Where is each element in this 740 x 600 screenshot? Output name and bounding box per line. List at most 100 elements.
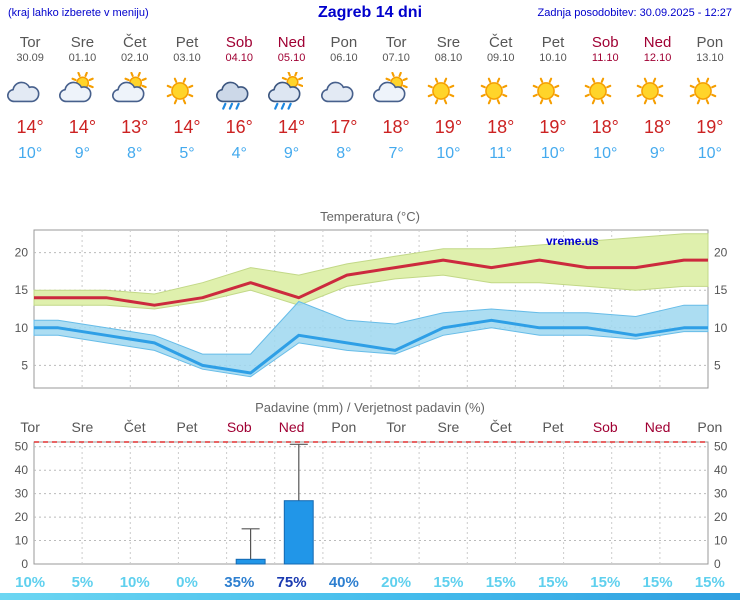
day-name: Ned [277,34,306,51]
bottom-color-strip [0,593,740,600]
svg-text:10: 10 [714,321,728,335]
day-date: 07.10 [382,52,410,64]
precip-probability: 5% [71,574,94,591]
cloudy-icon [4,72,56,114]
precip-day-label: Sob [592,419,618,435]
precip-day-label: Tor [386,419,406,435]
day-name: Pon [330,34,358,51]
day-date: 05.10 [277,52,306,64]
days-grid: Tor 30.09 14° 10° Sre 01.10 14° 9° Čet 02.10 13° 8°… [0,34,740,163]
temp-max: 14° [173,117,201,137]
day-name: Pet [175,34,199,51]
temp-min: 11° [489,145,513,162]
temp-max: 19° [434,117,463,137]
temp-min: 9° [283,145,300,162]
precipitation-chart: 0 0 10 10 20 20 30 30 40 40 50 50 [15,440,728,571]
temp-max: 14° [277,117,306,137]
day-column: Pon 06.10 17° 8° [318,34,370,163]
precip-probability: 15% [642,574,673,591]
precip-probability: 20% [381,574,412,591]
precip-day-label: Ned [278,419,305,435]
day-column: Čet 09.10 18° 11° [475,34,527,163]
day-name: Tor [19,34,41,51]
cloudy-icon [318,72,370,114]
page-title: Zagreb 14 dni [317,4,423,21]
day-name: Čet [123,34,147,51]
precip-probability: 15% [537,574,568,591]
precip-probability: 40% [328,574,359,591]
temp-min: 8° [127,145,143,162]
day-column: Pon 13.10 19° 10° [684,34,736,163]
day-date: 12.10 [643,52,672,64]
sunny-icon [631,72,683,114]
precip-probability: 35% [224,574,255,591]
watermark-link[interactable]: vreme.us [546,234,599,248]
svg-text:20: 20 [714,246,728,260]
precip-probability: 15% [485,574,516,591]
day-date: 03.10 [173,52,201,64]
svg-text:5: 5 [714,358,721,372]
temp-min: 10° [540,145,566,162]
day-name: Sre [70,34,95,51]
precip-day-label: Sob [226,419,252,435]
day-date: 08.10 [434,52,463,64]
sunny-icon [475,72,527,114]
day-column: Sob 11.10 18° 10° [579,34,631,163]
temp-min: 10° [436,145,461,162]
temp-min: 10° [697,145,722,162]
temp-max: 17° [330,117,358,137]
svg-text:30: 30 [15,487,29,501]
temp-min: 7° [388,145,404,162]
day-date: 06.10 [330,52,358,64]
svg-text:20: 20 [15,510,29,524]
day-name: Sob [225,34,253,51]
day-column: Ned 05.10 14° 9° [265,34,317,163]
svg-text:10: 10 [15,321,29,335]
day-column: Čet 02.10 13° 8° [109,34,161,163]
precip-probability: 15% [694,574,725,591]
svg-text:5: 5 [21,358,28,372]
day-column: Sob 04.10 16° 4° [213,34,265,163]
day-name: Sre [436,34,461,51]
svg-text:20: 20 [714,510,728,524]
day-date: 10.10 [539,52,567,64]
day-column: Tor 30.09 14° 10° [4,34,56,163]
svg-text:50: 50 [714,440,728,454]
day-column: Tor 07.10 18° 7° [370,34,422,163]
precip-day-label: Pet [542,419,564,435]
temp-min: 8° [336,145,352,162]
precip-day-label: Pon [697,419,723,435]
precip-day-label: Čet [489,419,512,435]
day-date: 30.09 [16,52,44,64]
temp-max: 19° [696,117,724,137]
svg-text:10: 10 [714,534,728,548]
precip-probability: 75% [276,574,307,591]
temp-chart-title: Temperatura (°C) [320,209,420,224]
precip-probability: 10% [15,574,46,591]
temp-min: 4° [231,145,247,162]
temp-min: 9° [74,145,91,162]
precip-day-label: Sre [71,419,94,435]
svg-text:40: 40 [15,463,29,477]
svg-text:0: 0 [21,557,28,571]
sunny-icon [161,72,213,114]
sunny-icon [422,72,474,114]
temp-max: 18° [643,117,672,137]
precip-probability: 15% [433,574,464,591]
temp-max: 18° [487,117,515,137]
temp-max: 14° [68,117,97,137]
temp-min: 9° [649,145,666,162]
precip-probability: 0% [176,574,198,591]
day-date: 11.10 [591,52,619,64]
sun-cloud-icon [56,72,108,114]
svg-text:50: 50 [15,440,29,454]
svg-text:15: 15 [714,283,728,297]
day-name: Čet [489,34,513,51]
precip-chart-title: Padavine (mm) / Verjetnost padavin (%) [255,400,485,415]
temp-max: 13° [121,117,149,137]
sun-rain-icon [265,72,317,114]
sun-cloud-icon [109,72,161,114]
day-column: Sre 08.10 19° 10° [422,34,474,163]
day-date: 01.10 [68,52,97,64]
